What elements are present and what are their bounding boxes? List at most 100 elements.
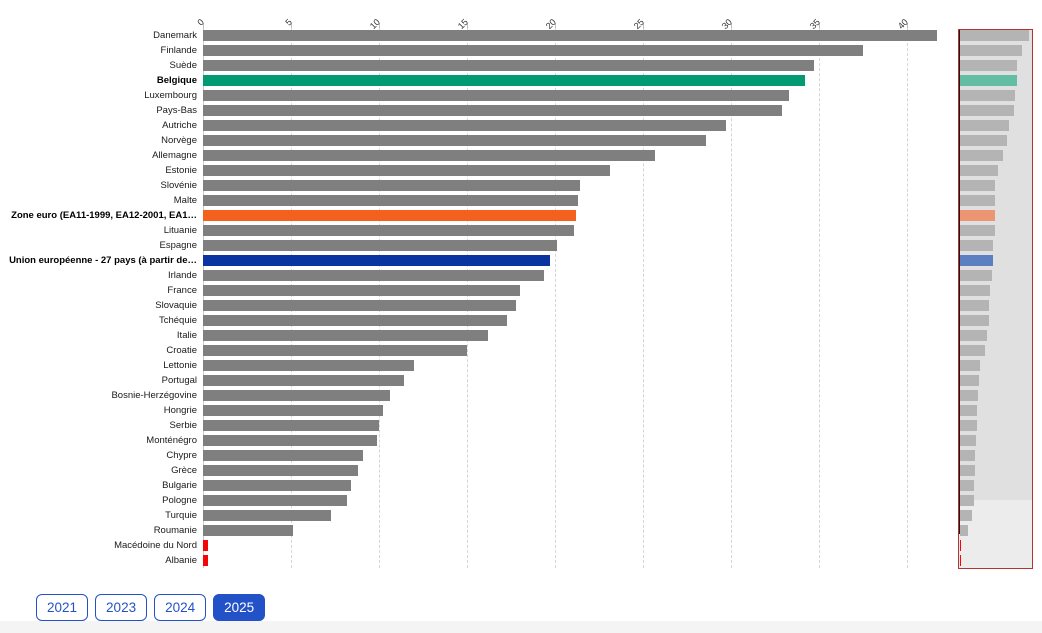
label-suede: Suède bbox=[169, 60, 197, 71]
label-turquie: Turquie bbox=[165, 510, 197, 521]
minimap-bar-slovenie bbox=[960, 180, 996, 191]
minimap-bar-bosnie-herzegovine bbox=[960, 390, 978, 401]
bar-finlande[interactable] bbox=[203, 45, 863, 56]
bar-albanie[interactable] bbox=[203, 555, 209, 566]
label-serbie: Serbie bbox=[169, 420, 197, 431]
bar-slovaquie[interactable] bbox=[203, 300, 517, 311]
minimap-bar-espagne bbox=[960, 240, 994, 251]
x-tick-0 bbox=[203, 23, 204, 28]
bar-roumanie[interactable] bbox=[203, 525, 293, 536]
label-allemagne: Allemagne bbox=[152, 150, 197, 161]
bar-zone-euro-ea11-1999-ea12-2001-ea1[interactable] bbox=[203, 210, 577, 221]
gridline-15 bbox=[467, 28, 468, 568]
label-finlande: Finlande bbox=[160, 45, 197, 56]
minimap-brush-frame[interactable] bbox=[958, 29, 1033, 569]
minimap-bar-union-europeenne-27-pays-a-partir-de bbox=[960, 255, 993, 266]
bar-luxembourg[interactable] bbox=[203, 90, 790, 101]
minimap-bar-allemagne bbox=[960, 150, 1003, 161]
label-macedoine-du-nord: Macédoine du Nord bbox=[114, 540, 197, 551]
bar-autriche[interactable] bbox=[203, 120, 726, 131]
bar-turquie[interactable] bbox=[203, 510, 332, 521]
bar-slovenie[interactable] bbox=[203, 180, 580, 191]
bar-france[interactable] bbox=[203, 285, 520, 296]
bar-tchequie[interactable] bbox=[203, 315, 508, 326]
bar-allemagne[interactable] bbox=[203, 150, 656, 161]
bar-bulgarie[interactable] bbox=[203, 480, 351, 491]
label-estonie: Estonie bbox=[165, 165, 197, 176]
label-tchequie: Tchéquie bbox=[158, 315, 197, 326]
minimap-bar-bulgarie bbox=[960, 480, 974, 491]
bar-portugal[interactable] bbox=[203, 375, 404, 386]
bar-belgique[interactable] bbox=[203, 75, 805, 86]
footer-strip bbox=[0, 621, 1042, 633]
x-tick-5 bbox=[291, 23, 292, 28]
bar-croatie[interactable] bbox=[203, 345, 467, 356]
bar-bosnie-herzegovine[interactable] bbox=[203, 390, 390, 401]
gridline-40 bbox=[907, 28, 908, 568]
x-tick-35 bbox=[819, 23, 820, 28]
year-button-2024[interactable]: 2024 bbox=[154, 594, 207, 621]
label-bulgarie: Bulgarie bbox=[162, 480, 197, 491]
bar-macedoine-du-nord[interactable] bbox=[203, 540, 209, 551]
bar-italie[interactable] bbox=[203, 330, 489, 341]
label-lituanie: Lituanie bbox=[163, 225, 197, 236]
year-button-2025[interactable]: 2025 bbox=[213, 594, 266, 621]
minimap-bar-hongrie bbox=[960, 405, 977, 416]
bar-pays-bas[interactable] bbox=[203, 105, 783, 116]
bar-chypre[interactable] bbox=[203, 450, 364, 461]
minimap-bar-italie bbox=[960, 330, 987, 341]
label-chypre: Chypre bbox=[166, 450, 197, 461]
bar-malte[interactable] bbox=[203, 195, 578, 206]
minimap-bar-suede bbox=[960, 60, 1018, 71]
gridline-5 bbox=[291, 28, 292, 568]
minimap-bar-autriche bbox=[960, 120, 1010, 131]
bar-union-europeenne-27-pays-a-partir-de[interactable] bbox=[203, 255, 550, 266]
x-tick-15 bbox=[467, 23, 468, 28]
label-belgique: Belgique bbox=[156, 75, 197, 86]
minimap-bar-turquie bbox=[960, 510, 973, 521]
gridline-30 bbox=[731, 28, 732, 568]
bar-espagne[interactable] bbox=[203, 240, 557, 251]
minimap-bar-malte bbox=[960, 195, 996, 206]
x-tick-20 bbox=[555, 23, 556, 28]
bar-danemark[interactable] bbox=[203, 30, 937, 41]
year-button-2021[interactable]: 2021 bbox=[36, 594, 89, 621]
gridline-35 bbox=[819, 28, 820, 568]
label-slovaquie: Slovaquie bbox=[155, 300, 197, 311]
bar-grece[interactable] bbox=[203, 465, 358, 476]
label-montenegro: Monténégro bbox=[146, 435, 197, 446]
x-axis-line bbox=[203, 28, 204, 568]
label-norvege: Norvège bbox=[161, 135, 197, 146]
minimap-bar-chypre bbox=[960, 450, 976, 461]
bar-suede[interactable] bbox=[203, 60, 814, 71]
minimap-bar-slovaquie bbox=[960, 300, 990, 311]
label-autriche: Autriche bbox=[162, 120, 197, 131]
minimap-bar-france bbox=[960, 285, 990, 296]
bar-hongrie[interactable] bbox=[203, 405, 383, 416]
x-tick-10 bbox=[379, 23, 380, 28]
x-tick-25 bbox=[643, 23, 644, 28]
bar-irlande[interactable] bbox=[203, 270, 545, 281]
label-espagne: Espagne bbox=[159, 240, 197, 251]
bar-serbie[interactable] bbox=[203, 420, 379, 431]
minimap-bar-luxembourg bbox=[960, 90, 1016, 101]
bar-montenegro[interactable] bbox=[203, 435, 378, 446]
x-tick-label-0: 0 bbox=[195, 16, 206, 28]
bar-lettonie[interactable] bbox=[203, 360, 415, 371]
minimap-bar-lituanie bbox=[960, 225, 995, 236]
label-pays-bas: Pays-Bas bbox=[156, 105, 197, 116]
minimap-bar-belgique bbox=[960, 75, 1017, 86]
bar-estonie[interactable] bbox=[203, 165, 610, 176]
bar-pologne[interactable] bbox=[203, 495, 348, 506]
bar-norvege[interactable] bbox=[203, 135, 707, 146]
minimap-bar-macedoine-du-nord bbox=[960, 540, 961, 551]
label-roumanie: Roumanie bbox=[153, 525, 197, 536]
label-slovenie: Slovénie bbox=[160, 180, 197, 191]
minimap-bar-serbie bbox=[960, 420, 977, 431]
gridline-20 bbox=[555, 28, 556, 568]
year-button-2023[interactable]: 2023 bbox=[95, 594, 148, 621]
bar-lituanie[interactable] bbox=[203, 225, 575, 236]
label-france: France bbox=[167, 285, 197, 296]
minimap-bar-tchequie bbox=[960, 315, 989, 326]
